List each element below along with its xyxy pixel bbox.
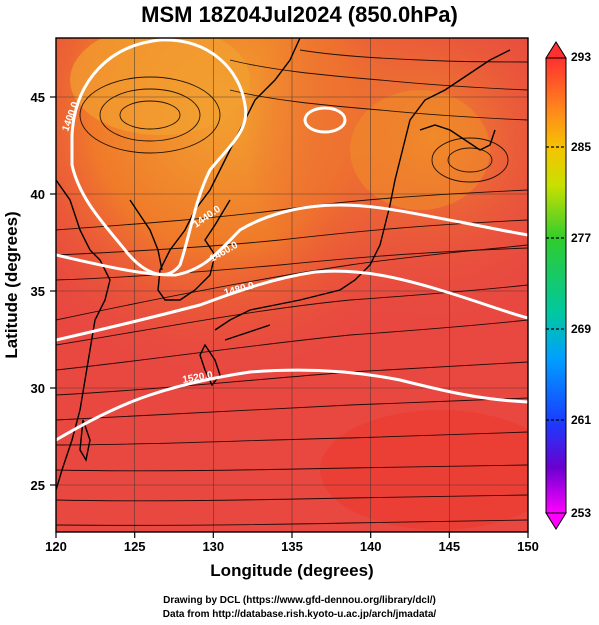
x-tick-labels: 120 125 130 135 140 145 150 [45,539,539,554]
streamlines [56,49,528,526]
y-tick-label: 25 [31,478,45,493]
y-axis-label: Latitude (degrees) [2,211,21,358]
x-tick-label: 120 [45,539,67,554]
colorbar-tick-label: 277 [571,231,591,245]
x-tick-label: 150 [517,539,539,554]
colorbar-tick-label: 253 [571,506,591,520]
x-axis-label: Longitude (degrees) [210,561,373,580]
x-tick-label: 130 [202,539,224,554]
y-tick-label: 35 [31,284,45,299]
coastlines [56,38,511,491]
y-tick-label: 40 [31,187,45,202]
y-tick-label: 45 [31,90,45,105]
colorbar-tick-label: 261 [571,413,591,427]
temperature-field [56,38,528,532]
colorbar-tick-label: 285 [571,140,591,154]
map-title: MSM 18Z04Jul2024 (850.0hPa) [141,2,458,27]
x-tick-label: 125 [124,539,146,554]
contour-label: 1520.0 [182,370,214,386]
x-tick-label: 135 [281,539,303,554]
credit-drawing: Drawing by DCL (https://www.gfd-dennou.o… [163,595,436,606]
y-tick-label: 30 [31,381,45,396]
colorbar-bottom-arrow [545,512,567,530]
colorbar-tick-label: 269 [571,322,591,336]
x-tick-label: 145 [438,539,460,554]
colorbar-tick-label: 293 [571,50,591,64]
x-tick-label: 140 [360,539,382,554]
grid-lines [56,38,528,532]
axis-tick-marks [50,96,529,538]
height-contours [56,38,528,442]
credit-data: Data from http://database.rish.kyoto-u.a… [162,609,437,620]
colorbar-top-arrow [545,41,567,59]
colorbar-scale [545,57,567,514]
colorbar: 293 285 277 269 261 253 [545,41,591,530]
y-tick-labels: 25 30 35 40 45 [31,90,45,493]
